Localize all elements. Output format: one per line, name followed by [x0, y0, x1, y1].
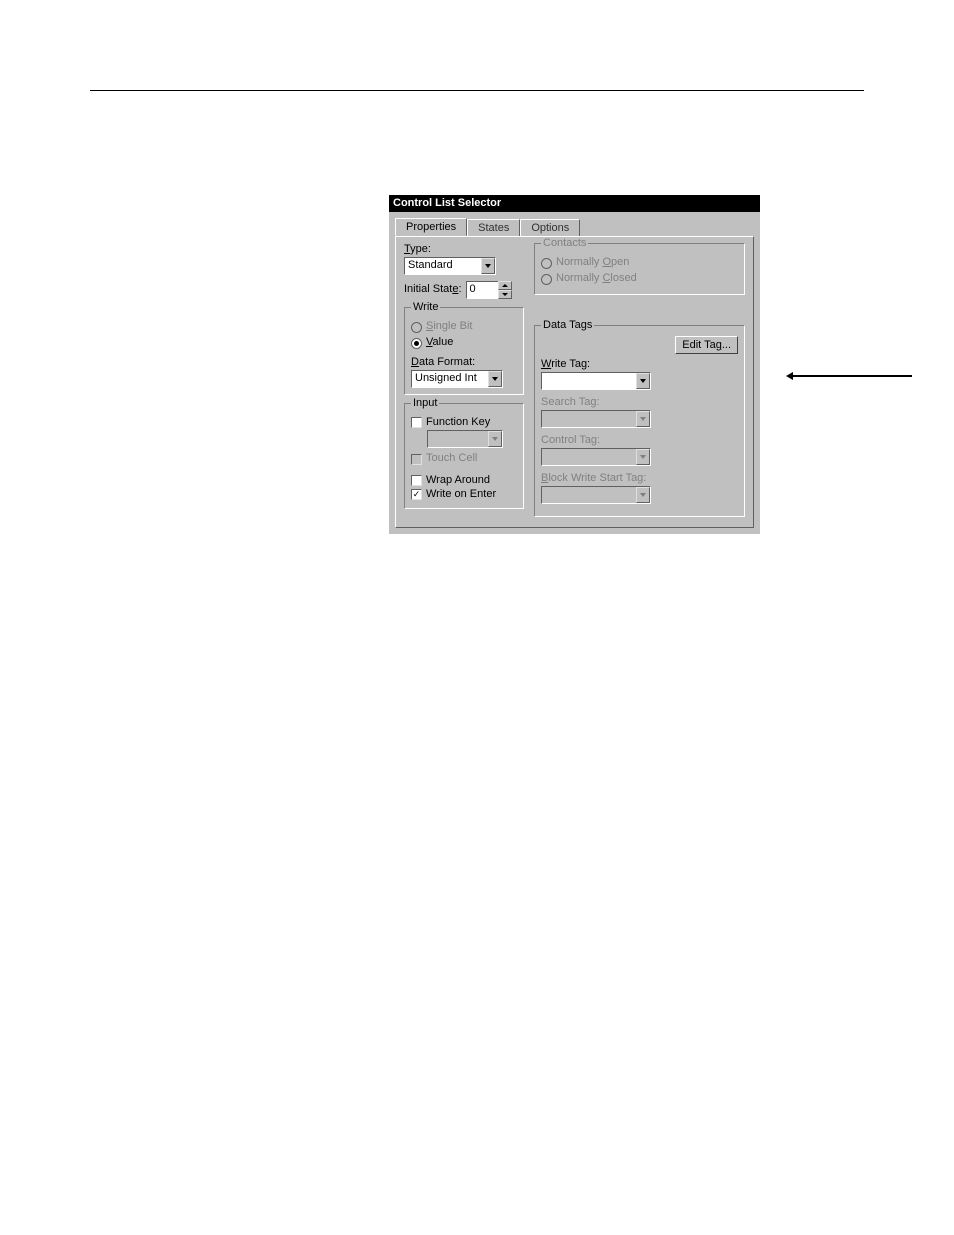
type-dropdown-btn[interactable]	[481, 258, 495, 274]
search-tag-dropdown	[541, 410, 651, 428]
dropdown-btn	[636, 487, 650, 503]
type-label: Type:	[404, 243, 524, 255]
input-group: Input Function Key Touch Cell Wrap Aroun…	[404, 403, 524, 509]
block-write-label: Block Write Start Tag:	[541, 472, 738, 484]
type-dropdown[interactable]: Standard	[404, 257, 496, 275]
normally-open-text: Normally Open	[556, 256, 629, 268]
dialog: Control List Selector Properties States …	[389, 195, 760, 534]
properties-panel: Type: Standard Initial State: 0 Write	[395, 236, 754, 528]
radio-icon	[541, 258, 552, 269]
function-key-dropdown	[427, 430, 503, 448]
write-group: Write Single Bit Value Data Format: Unsi…	[404, 307, 524, 395]
chevron-down-icon	[492, 377, 498, 381]
input-legend: Input	[411, 397, 439, 409]
dropdown-btn	[636, 449, 650, 465]
spin-up[interactable]	[498, 281, 512, 290]
chk-touch-cell: Touch Cell	[411, 452, 517, 466]
chevron-down-icon	[485, 264, 491, 268]
chk-function-key[interactable]: Function Key	[411, 416, 517, 428]
tab-options[interactable]: Options	[520, 219, 580, 236]
write-tag-label: Write Tag:	[541, 358, 738, 370]
left-column: Type: Standard Initial State: 0 Write	[404, 243, 524, 517]
initial-state-label: Initial State:	[404, 283, 462, 295]
edit-tag-button[interactable]: Edit Tag...	[675, 336, 738, 354]
contacts-group: Contacts Normally Open Normally Closed	[534, 243, 745, 295]
radio-normally-closed: Normally Closed	[541, 272, 738, 286]
data-format-label: Data Format:	[411, 356, 517, 368]
initial-state-value[interactable]: 0	[466, 281, 498, 299]
dropdown-btn[interactable]	[636, 373, 650, 389]
edit-tag-text: Edit Tag...	[682, 339, 731, 351]
radio-icon	[411, 338, 422, 349]
search-tag-label: Search Tag:	[541, 396, 738, 408]
data-format-dropdown-btn[interactable]	[488, 371, 502, 387]
chk-write-on-enter[interactable]: ✓ Write on Enter	[411, 488, 517, 500]
radio-single-bit: Single Bit	[411, 320, 517, 334]
chevron-down-icon	[640, 417, 646, 421]
radio-icon	[411, 322, 422, 333]
radio-normally-open: Normally Open	[541, 256, 738, 270]
tab-properties[interactable]: Properties	[395, 218, 467, 236]
write-legend: Write	[411, 301, 440, 313]
titlebar: Control List Selector	[389, 195, 760, 212]
arrow-down-icon	[502, 293, 508, 296]
dropdown-btn	[636, 411, 650, 427]
right-column: Contacts Normally Open Normally Closed D…	[534, 243, 745, 517]
data-tags-group: Data Tags Edit Tag... Write Tag: Search …	[534, 325, 745, 517]
data-format-value: Unsigned Int	[412, 371, 488, 387]
initial-state-spinner[interactable]: 0	[466, 281, 512, 299]
chevron-down-icon	[640, 379, 646, 383]
arrow-up-icon	[502, 284, 508, 287]
single-bit-text: Single Bit	[426, 320, 472, 332]
checkbox-icon: ✓	[411, 489, 422, 500]
checkbox-icon	[411, 454, 422, 465]
callout-arrow	[792, 375, 912, 377]
normally-closed-text: Normally Closed	[556, 272, 637, 284]
value-text: Value	[426, 336, 453, 348]
checkbox-icon	[411, 417, 422, 428]
wrap-around-text: Wrap Around	[426, 474, 490, 486]
spin-down[interactable]	[498, 290, 512, 299]
dropdown-btn	[488, 431, 502, 447]
chevron-down-icon	[492, 437, 498, 441]
page-rule	[90, 90, 864, 91]
checkbox-icon	[411, 475, 422, 486]
write-tag-dropdown[interactable]	[541, 372, 651, 390]
tabstrip: Properties States Options	[395, 218, 754, 236]
chevron-down-icon	[640, 493, 646, 497]
block-write-dropdown	[541, 486, 651, 504]
function-key-text: Function Key	[426, 416, 490, 428]
touch-cell-text: Touch Cell	[426, 452, 477, 464]
contacts-legend: Contacts	[541, 237, 588, 249]
write-on-enter-text: Write on Enter	[426, 488, 496, 500]
radio-value[interactable]: Value	[411, 336, 517, 350]
control-tag-dropdown	[541, 448, 651, 466]
spinner-btns	[498, 281, 512, 299]
control-tag-label: Control Tag:	[541, 434, 738, 446]
chk-wrap-around[interactable]: Wrap Around	[411, 474, 517, 486]
data-tags-legend: Data Tags	[541, 319, 594, 331]
tab-states[interactable]: States	[467, 219, 520, 236]
chevron-down-icon	[640, 455, 646, 459]
data-format-dropdown[interactable]: Unsigned Int	[411, 370, 503, 388]
radio-icon	[541, 274, 552, 285]
type-value: Standard	[405, 258, 481, 274]
titlebar-text: Control List Selector	[393, 197, 501, 209]
